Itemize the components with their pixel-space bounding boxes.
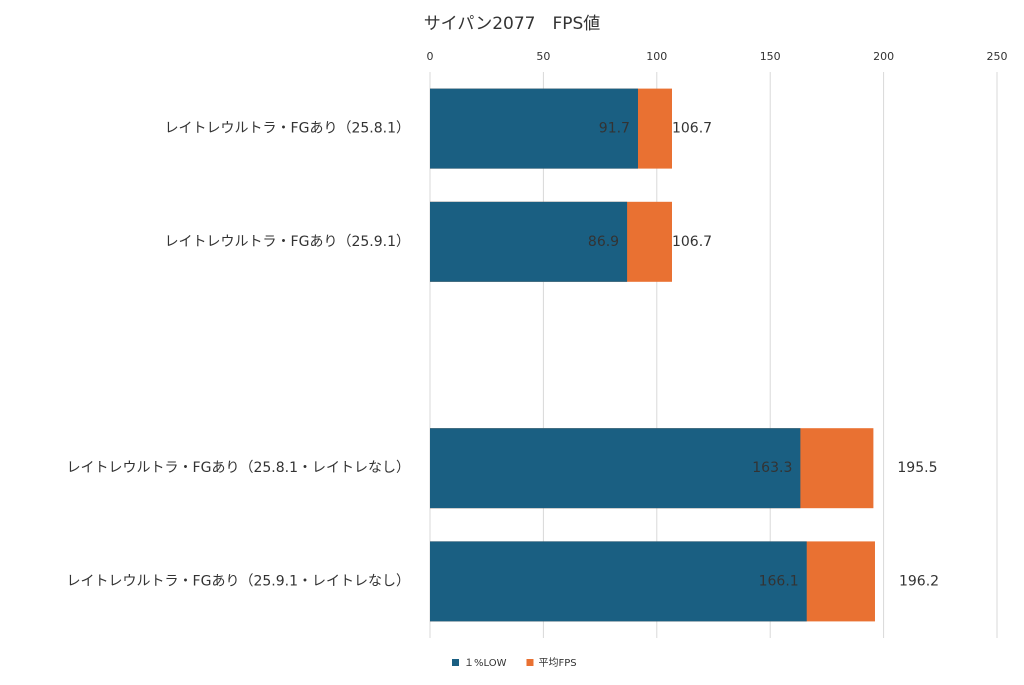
x-tick-label: 250: [987, 50, 1008, 63]
x-tick-label: 200: [873, 50, 894, 63]
x-tick-label: 0: [427, 50, 434, 63]
data-label: 166.1: [759, 573, 799, 589]
y-tick-label: レイトレウルトラ・FGあり（25.9.1・レイトレなし）: [67, 573, 410, 589]
x-tick-label: 150: [760, 50, 781, 63]
data-label: 106.7: [672, 121, 712, 137]
bar: [430, 201, 628, 282]
y-tick-label: レイトレウルトラ・FGあり（25.8.1）: [165, 121, 410, 137]
x-tick-label: 100: [646, 50, 667, 63]
y-tick-label: レイトレウルトラ・FGあり（25.8.1・レイトレなし）: [67, 460, 410, 476]
y-tick-label: レイトレウルトラ・FGあり（25.9.1）: [165, 234, 410, 250]
legend-swatch: [452, 659, 459, 666]
bar: [430, 428, 801, 509]
legend-swatch: [526, 659, 534, 666]
data-label: 195.5: [897, 460, 937, 476]
x-tick-label: 50: [536, 50, 550, 63]
bar: [430, 88, 638, 169]
bar: [430, 541, 807, 622]
data-label: 86.9: [588, 234, 619, 250]
data-label: 106.7: [672, 234, 712, 250]
legend-label: １%LOW: [464, 658, 507, 669]
data-label: 196.2: [899, 573, 939, 589]
chart-title: サイパン2077 FPS値: [424, 14, 601, 34]
legend-label: 平均FPS: [538, 657, 576, 669]
data-label: 91.7: [599, 121, 630, 137]
data-label: 163.3: [752, 460, 792, 476]
